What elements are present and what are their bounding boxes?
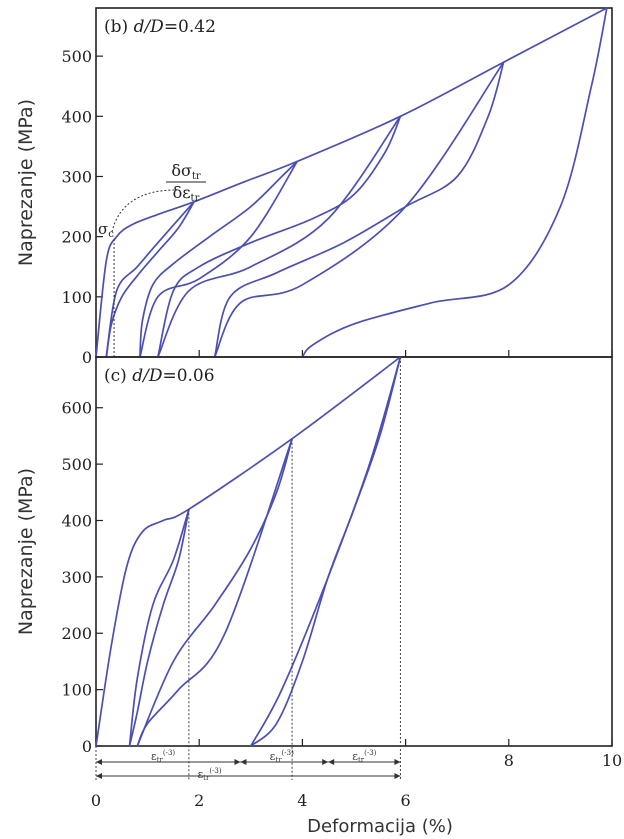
panel-label-value: =0.06 <box>162 366 214 386</box>
critical-stress-sub: c <box>108 229 114 240</box>
strain-arrow-total-head-left <box>96 773 102 779</box>
strain-arrow-3-head-left <box>328 759 335 765</box>
y-tick-label-c: 0 <box>82 737 92 756</box>
y-tick-label-b: 200 <box>61 228 92 247</box>
x-tick-label-top: 8 <box>504 751 514 770</box>
slope-numerator: δσtr <box>171 161 201 182</box>
panel-label-var: d/D <box>134 17 165 37</box>
curve-unload-b-3 <box>157 115 402 358</box>
curve-unload-b-2 <box>139 160 298 358</box>
curve-reload-b-6 <box>105 201 195 358</box>
panel-label-value: =0.42 <box>164 17 216 37</box>
x-tick-label-bottom: 0 <box>91 791 101 810</box>
curve-reload-c-4 <box>128 508 190 747</box>
critical-stress-guide <box>111 189 176 233</box>
y-tick-label-b: 500 <box>61 47 92 66</box>
panel-label-b: (b) d/D=0.42 <box>104 17 216 37</box>
strain-label-sub: tr <box>275 756 282 764</box>
y-axis-label-b: Naprezanje (MPa) <box>15 99 37 266</box>
strain-label-sub: tr <box>203 774 210 782</box>
strain-label-sub: tr <box>157 756 164 764</box>
y-tick-label-c: 200 <box>61 624 92 643</box>
y-tick-label-c: 300 <box>61 568 92 587</box>
curve-reload-c-5 <box>136 438 293 747</box>
strain-label-sub: tr <box>358 756 365 764</box>
curve-reload-b-7 <box>139 160 298 358</box>
curve-unload-c-1 <box>128 509 190 747</box>
panel-label-var: d/D <box>132 366 163 386</box>
panel-b: 0 100 200 300 400 500 Naprezanje (MPa) (b) d/D=… <box>15 7 613 367</box>
strain-arrow-2-head-right <box>322 759 329 765</box>
strain-arrow-1-head-left <box>96 759 102 765</box>
x-tick-label-bottom: 6 <box>401 791 411 810</box>
plot-frame-c <box>95 356 613 747</box>
y-tick-label-c: 100 <box>61 681 92 700</box>
curve-unload-b-5 <box>301 7 608 358</box>
y-tick-label-c: 400 <box>61 511 92 530</box>
y-tick-label-b: 400 <box>61 107 92 126</box>
critical-stress-label: σc <box>98 220 114 240</box>
strain-arrow-1-head-right <box>234 759 241 765</box>
curve-unload-b-4 <box>213 61 505 358</box>
y-tick-label-c: 600 <box>61 399 92 418</box>
panel-label-prefix: (b) <box>104 17 134 37</box>
panel-label-c: (c) d/D=0.06 <box>104 366 215 386</box>
slope-numerator-sub: tr <box>192 171 201 182</box>
curve-unload-c-3 <box>250 356 402 747</box>
slope-denominator-sub: tr <box>191 193 200 204</box>
strain-arrow-3-head-right <box>394 759 401 765</box>
strain-label-sup: (-3) <box>364 749 377 757</box>
curve-reload-b-9 <box>213 61 505 358</box>
panel-label-prefix: (c) <box>104 366 132 386</box>
x-tick-label-bottom: 2 <box>194 791 204 810</box>
strain-arrow-2-head-left <box>240 759 247 765</box>
slope-denominator: δεtr <box>173 183 200 204</box>
strain-label-sup: (-3) <box>282 749 295 757</box>
y-tick-label-c: 500 <box>61 455 92 474</box>
y-tick-label-b: 300 <box>61 167 92 186</box>
y-tick-label-b: 0 <box>82 348 92 367</box>
curve-envelope-c-0 <box>95 356 401 747</box>
x-tick-label-bottom: 4 <box>297 791 307 810</box>
curve-envelope-b-0 <box>95 7 608 358</box>
y-axis-label-c: Naprezanje (MPa) <box>15 468 37 635</box>
x-tick-label-top: 10 <box>602 751 622 770</box>
strain-arrow-total-head-right <box>394 773 401 779</box>
y-tick-label-b: 100 <box>61 288 92 307</box>
strain-label-sup: (-3) <box>209 767 222 775</box>
curve-reload-c-6 <box>250 356 402 747</box>
curve-unload-b-1 <box>105 201 195 358</box>
x-axis-label: Deformacija (%) <box>307 816 453 837</box>
strain-label-sup: (-3) <box>163 749 176 757</box>
curve-unload-c-2 <box>136 438 293 747</box>
curve-reload-b-8 <box>157 115 402 358</box>
strain-label-total: εtr(-3) <box>197 767 221 782</box>
